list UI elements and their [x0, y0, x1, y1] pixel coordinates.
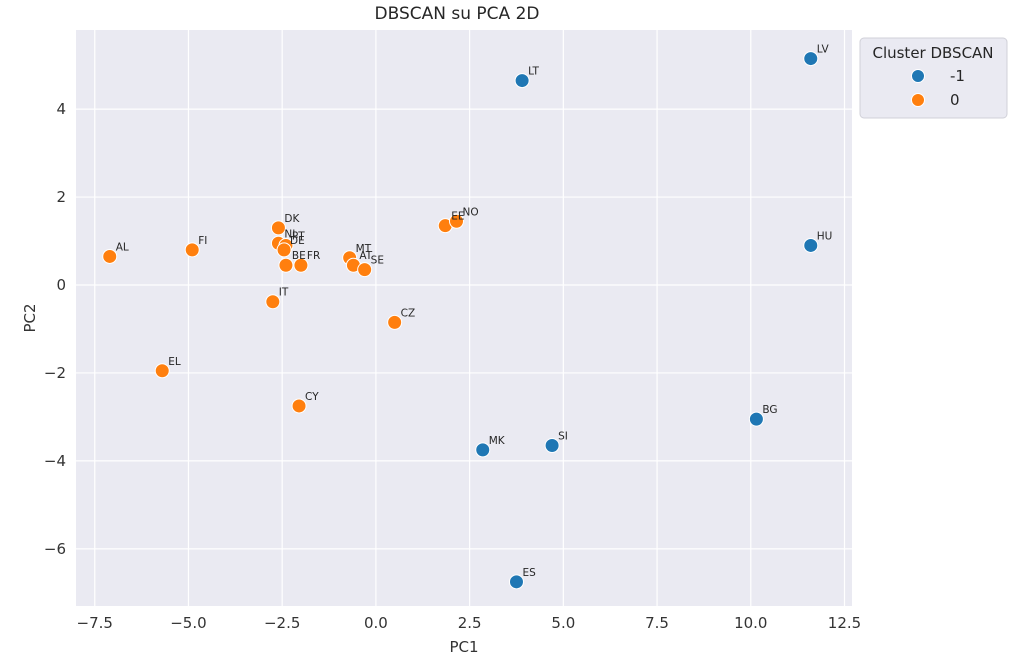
point-label-es: ES: [522, 567, 536, 579]
legend-entry-label: 0: [950, 91, 960, 109]
point-fr: [293, 257, 309, 273]
point-fi: [184, 242, 200, 258]
point-bg: [748, 411, 764, 427]
point-label-si: SI: [558, 431, 568, 443]
x-tick-label: −5.0: [170, 614, 206, 632]
y-tick-label: 4: [56, 100, 66, 118]
tick-labels: −7.5 −5.0 −2.5 0.0 2.5 5.0 7.5 10.0 12.5 −6 −4 −2 0 2…: [44, 100, 861, 632]
point-it: [265, 294, 281, 310]
point-label-fr: FR: [307, 250, 320, 262]
legend-entry-label: -1: [950, 67, 965, 85]
point-label-al: AL: [116, 241, 129, 253]
x-tick-label: 7.5: [645, 614, 669, 632]
x-tick-label: −2.5: [264, 614, 300, 632]
legend-title: Cluster DBSCAN: [872, 44, 993, 62]
x-tick-label: 0.0: [364, 614, 388, 632]
plot-area: [76, 30, 852, 606]
legend-marker: [911, 69, 925, 83]
point-label-bg: BG: [762, 404, 777, 416]
point-label-lv: LV: [817, 44, 830, 56]
point-lv: [803, 51, 819, 67]
point-label-ee: EE: [451, 211, 464, 223]
point-label-cy: CY: [305, 391, 319, 403]
point-label-se: SE: [371, 255, 384, 267]
point-label-mt: MT: [356, 243, 372, 255]
y-tick-label: 2: [56, 188, 66, 206]
point-label-at: AT: [359, 250, 372, 262]
legend-box: [859, 37, 1008, 119]
point-label-no: NO: [463, 206, 479, 218]
point-de: [276, 242, 292, 258]
point-label-be: BE: [292, 250, 306, 262]
point-dk: [270, 220, 286, 236]
point-label-fi: FI: [198, 235, 207, 247]
x-tick-label: 12.5: [828, 614, 861, 632]
point-hu: [803, 237, 819, 253]
point-label-hu: HU: [817, 230, 833, 242]
point-es: [508, 574, 524, 590]
x-tick-label: 5.0: [551, 614, 575, 632]
point-se: [357, 262, 373, 278]
point-label-nl: NL: [284, 228, 298, 240]
point-el: [154, 363, 170, 379]
y-tick-label: −4: [44, 452, 66, 470]
point-no: [449, 213, 465, 229]
point-label-pt: PT: [292, 230, 305, 242]
y-tick-label: −2: [44, 364, 66, 382]
point-label-de: DE: [290, 235, 305, 247]
x-tick-label: 10.0: [734, 614, 767, 632]
point-label-cz: CZ: [401, 307, 416, 319]
grid-lines: [76, 30, 852, 606]
x-axis-label: PC1: [449, 638, 478, 656]
point-mk: [475, 442, 491, 458]
chart-title: DBSCAN su PCA 2D: [375, 4, 540, 24]
point-label-it: IT: [279, 287, 289, 299]
point-cz: [387, 314, 403, 330]
point-al: [102, 248, 118, 264]
x-tick-label: 2.5: [458, 614, 482, 632]
legend: Cluster DBSCAN -1 0: [859, 37, 1008, 119]
point-label-el: EL: [168, 356, 181, 368]
point-si: [544, 438, 560, 454]
point-label-dk: DK: [284, 213, 300, 225]
point-cy: [291, 398, 307, 414]
y-tick-label: −6: [44, 540, 66, 558]
point-label-lt: LT: [528, 66, 539, 78]
legend-marker: [911, 93, 925, 107]
y-tick-label: 0: [56, 276, 66, 294]
y-axis-label: PC2: [21, 303, 39, 332]
point-lt: [514, 73, 530, 89]
point-be: [278, 257, 294, 273]
x-tick-label: −7.5: [77, 614, 113, 632]
point-label-mk: MK: [489, 435, 506, 447]
